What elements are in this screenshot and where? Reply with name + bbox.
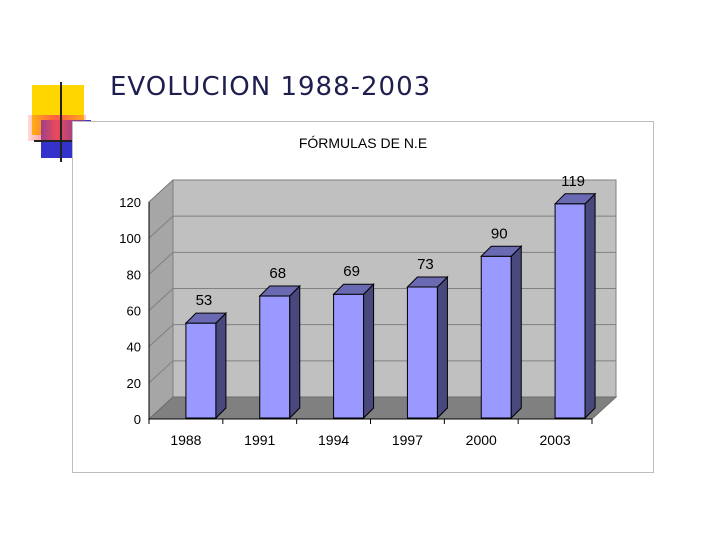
gridline xyxy=(148,179,616,203)
data-labels: 53 68 69 73 90 119 xyxy=(196,173,585,309)
bar-side xyxy=(289,284,301,420)
bar-side xyxy=(584,192,596,420)
x-axis: 1988 1991 1994 1997 2000 2003 xyxy=(148,418,593,448)
x-tick-label: 1988 xyxy=(170,432,201,448)
chart-title: FÓRMULAS DE N.E xyxy=(299,135,427,151)
x-tick-label: 1991 xyxy=(244,432,275,448)
bar xyxy=(480,245,523,420)
y-tick-label: 120 xyxy=(119,195,141,210)
bar-top xyxy=(184,312,228,324)
bar-side xyxy=(363,283,375,420)
y-axis: 0 20 40 60 80 100 120 xyxy=(119,195,150,427)
bar xyxy=(406,275,449,420)
bar-top xyxy=(406,276,449,288)
x-tick-label: 2000 xyxy=(466,432,497,448)
chart-gridlines xyxy=(148,179,616,384)
y-tick-label: 0 xyxy=(134,412,141,427)
bar-front xyxy=(406,286,438,419)
data-label: 73 xyxy=(417,256,434,273)
bar-side xyxy=(436,275,448,420)
data-label: 53 xyxy=(196,292,213,309)
gridline xyxy=(148,324,616,348)
data-label: 69 xyxy=(343,263,360,280)
bar-side xyxy=(510,245,522,420)
chart-frame: FÓRMULAS DE N.E 0 20 40 60 80 100 120 1988 1991… xyxy=(72,121,654,473)
x-tick-label: 1994 xyxy=(318,432,349,448)
data-label: 119 xyxy=(561,173,585,190)
bar-top xyxy=(332,283,375,295)
y-tick-label: 40 xyxy=(127,340,141,355)
bar-side xyxy=(215,311,227,420)
gridline xyxy=(148,215,616,239)
bar-front xyxy=(554,203,586,419)
data-label: 68 xyxy=(269,265,286,282)
y-tick-label: 20 xyxy=(127,376,141,391)
bar xyxy=(184,311,228,420)
bar-front xyxy=(333,293,365,419)
chart-bars xyxy=(184,192,597,420)
bar xyxy=(258,284,301,420)
gridline xyxy=(148,288,616,311)
bar-front xyxy=(480,255,512,419)
data-label: 90 xyxy=(491,225,508,242)
bar xyxy=(553,192,597,420)
bar-top xyxy=(553,193,597,205)
x-tick-label: 2003 xyxy=(540,432,571,448)
bar xyxy=(332,283,375,420)
gridline xyxy=(148,360,616,384)
y-tick-label: 100 xyxy=(119,231,141,246)
y-tick-label: 60 xyxy=(127,304,141,319)
bar-chart: FÓRMULAS DE N.E 0 20 40 60 80 100 120 1988 1991… xyxy=(119,135,618,448)
bar-top xyxy=(258,285,301,297)
bar-front xyxy=(259,295,291,419)
bar-front xyxy=(185,322,217,419)
bar-top xyxy=(480,245,523,257)
x-tick-label: 1997 xyxy=(392,432,423,448)
y-tick-label: 80 xyxy=(127,267,141,282)
gridline xyxy=(148,251,616,275)
slide-title: EVOLUCION 1988-2003 xyxy=(110,72,432,102)
